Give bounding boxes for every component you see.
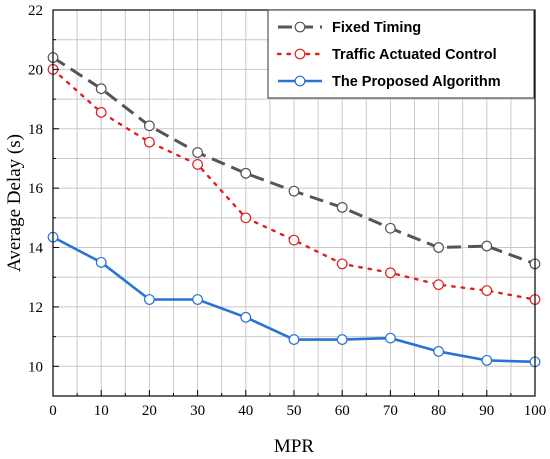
legend-marker-swatch — [294, 48, 306, 60]
axis-ticks — [52, 9, 536, 397]
data-point — [288, 185, 300, 197]
x-tick-label: 100 — [524, 403, 547, 419]
data-point — [385, 332, 396, 344]
data-point — [143, 294, 155, 305]
tick-labels: 0 10 20 30 40 50 60 70 80 90 100 10 12 14 16 18 20 22 — [28, 3, 546, 419]
legend-marker-swatch — [294, 75, 306, 87]
legend-item: Fixed Timing — [278, 20, 421, 36]
x-tick-label: 40 — [238, 403, 253, 419]
legend-item: Traffic Actuated Control — [276, 47, 497, 63]
series-traffic-actuated-control — [47, 63, 541, 305]
data-point — [240, 212, 252, 224]
data-point — [143, 120, 155, 132]
x-tick-label: 20 — [142, 403, 157, 419]
series-the-proposed-algorithm — [47, 231, 541, 368]
x-tick-label: 50 — [287, 403, 302, 419]
data-point — [288, 234, 300, 246]
data-point — [433, 279, 445, 291]
data-point — [192, 147, 204, 158]
y-tick-label: 18 — [28, 122, 43, 138]
data-point — [95, 83, 107, 95]
x-tick-label: 60 — [335, 403, 350, 419]
data-point — [481, 240, 493, 252]
y-axis-title: Average Delay (s) — [4, 134, 25, 272]
series-fixed-timing — [47, 52, 541, 270]
data-point — [336, 334, 348, 345]
x-tick-label: 30 — [190, 403, 205, 419]
legend-item: The Proposed Algorithm — [278, 74, 501, 90]
data-point — [95, 107, 107, 118]
x-tick-label: 90 — [479, 403, 494, 419]
data-point — [433, 242, 445, 253]
data-point — [240, 311, 252, 323]
data-point — [143, 136, 155, 148]
data-point — [95, 256, 107, 268]
data-point — [240, 167, 252, 179]
y-tick-label: 22 — [28, 3, 43, 19]
legend-marker-swatch — [294, 21, 306, 33]
data-point — [481, 354, 493, 366]
series-line — [51, 68, 537, 301]
data-point — [385, 267, 396, 279]
series-layer — [47, 52, 541, 368]
data-point — [336, 202, 348, 213]
y-tick-label: 16 — [28, 181, 44, 197]
legend-label: Fixed Timing — [332, 20, 421, 36]
data-point — [385, 222, 396, 234]
x-tick-label: 80 — [431, 403, 446, 419]
data-point — [481, 285, 493, 296]
data-point — [433, 346, 445, 357]
y-tick-label: 10 — [28, 359, 43, 375]
legend-label: The Proposed Algorithm — [332, 74, 501, 90]
x-axis-title: MPR — [274, 436, 314, 457]
data-point — [288, 334, 300, 345]
y-tick-label: 20 — [28, 62, 43, 78]
x-tick-label: 0 — [49, 403, 57, 419]
data-point — [192, 294, 204, 305]
legend: Fixed Timing Traffic Actuated Control The … — [267, 9, 535, 99]
y-tick-label: 14 — [28, 241, 44, 257]
legend-label: Traffic Actuated Control — [332, 47, 497, 63]
y-tick-label: 12 — [28, 300, 43, 316]
x-tick-label: 70 — [383, 403, 398, 419]
data-point — [336, 258, 348, 270]
data-point — [192, 158, 204, 170]
legend-box — [267, 9, 535, 99]
x-tick-label: 10 — [94, 403, 109, 419]
